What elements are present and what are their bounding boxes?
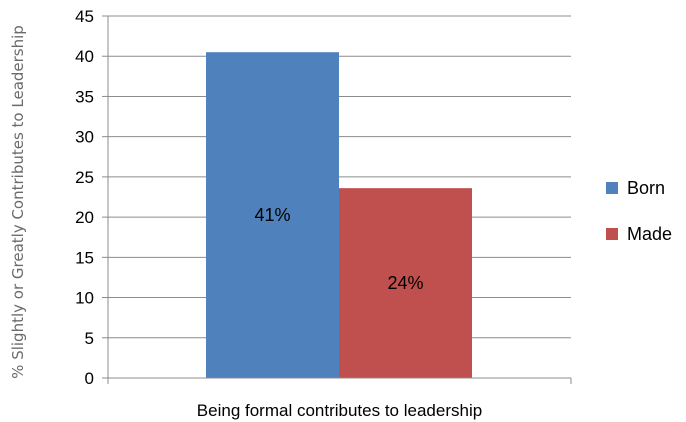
bars xyxy=(206,52,472,378)
y-axis-label: % Slightly or Greatly Contributes to Lea… xyxy=(9,25,27,379)
y-tick-label: 15 xyxy=(75,248,94,267)
y-tick-label: 30 xyxy=(75,128,94,147)
y-tick-label: 5 xyxy=(85,329,94,348)
legend: Born Made xyxy=(606,178,672,244)
x-axis-label: Being formal contributes to leadership xyxy=(197,401,482,420)
y-tick-label: 25 xyxy=(75,168,94,187)
y-tick-label: 45 xyxy=(75,7,94,26)
y-tick-label: 35 xyxy=(75,87,94,106)
bar-born xyxy=(206,52,339,378)
legend-label-born: Born xyxy=(627,178,665,198)
data-label-made: 24% xyxy=(387,273,423,293)
y-tick-label: 0 xyxy=(85,369,94,388)
y-tick-labels: 0 5 10 15 20 25 30 35 40 45 xyxy=(75,7,94,388)
data-label-born: 41% xyxy=(254,205,290,225)
y-tick-label: 10 xyxy=(75,289,94,308)
axes xyxy=(107,16,572,384)
data-labels: 41% 24% xyxy=(254,205,423,293)
legend-swatch-made xyxy=(606,228,618,240)
legend-label-made: Made xyxy=(627,224,672,244)
y-tick-label: 20 xyxy=(75,208,94,227)
y-tick-label: 40 xyxy=(75,47,94,66)
legend-swatch-born xyxy=(606,182,618,194)
bar-made xyxy=(339,188,472,378)
